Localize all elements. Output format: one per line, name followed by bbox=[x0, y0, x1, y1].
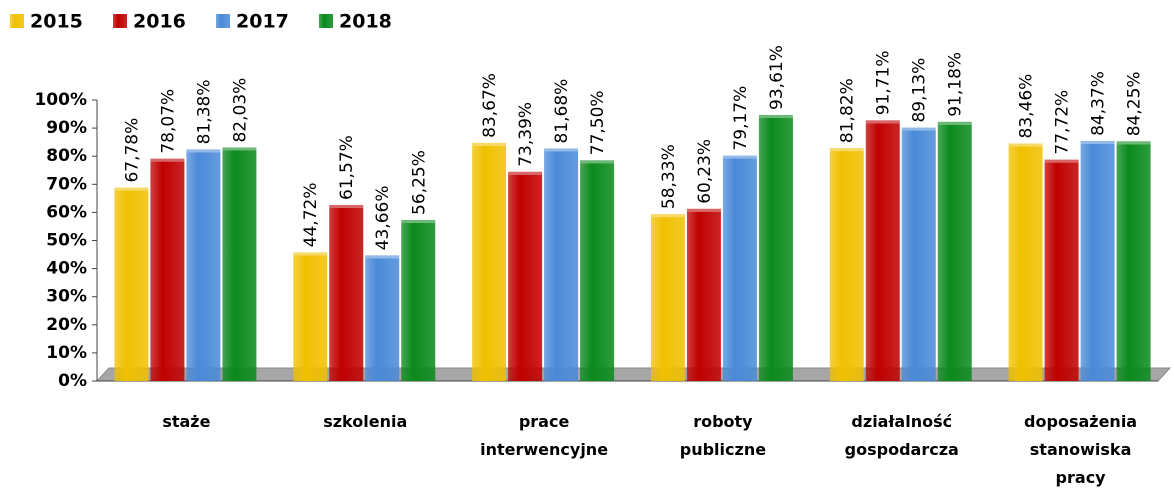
bar bbox=[650, 217, 685, 381]
bar bbox=[150, 161, 185, 381]
bar-top bbox=[472, 142, 507, 146]
y-tick-label: 90% bbox=[46, 118, 87, 138]
legend-swatch bbox=[319, 14, 333, 28]
legend-label: 2015 bbox=[30, 11, 83, 33]
bar-top bbox=[937, 121, 972, 125]
bar bbox=[186, 152, 221, 381]
bar bbox=[293, 255, 328, 381]
bar bbox=[508, 174, 543, 381]
data-label: 81,82% bbox=[838, 78, 858, 143]
bar bbox=[114, 190, 149, 381]
bar-top bbox=[222, 147, 257, 151]
bar bbox=[222, 150, 257, 381]
bar-top bbox=[865, 120, 900, 124]
data-label: 91,71% bbox=[874, 50, 894, 115]
data-label: 82,03% bbox=[230, 78, 250, 143]
bar bbox=[901, 130, 936, 381]
bar-top bbox=[293, 252, 328, 256]
x-tick-label: działalność gospodarcza bbox=[844, 412, 959, 459]
bar bbox=[758, 117, 793, 381]
bar-top bbox=[114, 187, 149, 191]
bar-top bbox=[150, 158, 185, 162]
x-tick-label: doposażenia stanowiska pracy bbox=[1024, 412, 1138, 487]
data-label: 79,17% bbox=[731, 86, 751, 151]
legend-label: 2016 bbox=[133, 11, 186, 33]
bar bbox=[472, 145, 507, 381]
bar bbox=[865, 123, 900, 382]
data-label: 83,67% bbox=[480, 73, 500, 138]
bar bbox=[829, 151, 864, 381]
bar-top bbox=[1116, 141, 1151, 145]
bar bbox=[1044, 162, 1079, 381]
bar-top bbox=[722, 155, 757, 159]
bar-top bbox=[580, 160, 615, 164]
bar-top bbox=[186, 149, 221, 153]
data-label: 77,50% bbox=[588, 90, 608, 155]
data-label: 43,66% bbox=[373, 185, 393, 250]
x-tick-label: staże bbox=[162, 412, 211, 431]
x-tick-label: roboty publiczne bbox=[679, 412, 767, 459]
y-tick-label: 70% bbox=[46, 174, 87, 194]
data-label: 78,07% bbox=[158, 89, 178, 154]
bar-top bbox=[1044, 159, 1079, 163]
bar-top bbox=[901, 127, 936, 131]
data-label: 44,72% bbox=[301, 183, 321, 248]
bar-top bbox=[650, 214, 685, 218]
bar bbox=[1116, 144, 1151, 381]
y-tick-label: 0% bbox=[58, 371, 87, 391]
bar-top bbox=[365, 255, 400, 259]
bar bbox=[1080, 143, 1115, 381]
data-label: 61,57% bbox=[337, 135, 357, 200]
bar bbox=[580, 163, 615, 381]
data-label: 60,23% bbox=[695, 139, 715, 204]
data-label: 84,37% bbox=[1089, 71, 1109, 136]
data-label: 89,13% bbox=[910, 58, 930, 123]
bar bbox=[722, 158, 757, 381]
y-tick-label: 40% bbox=[46, 259, 87, 279]
bar bbox=[401, 222, 436, 381]
data-label: 81,68% bbox=[552, 79, 572, 144]
y-tick-label: 50% bbox=[46, 231, 87, 251]
bar-top bbox=[1008, 143, 1043, 147]
bar bbox=[329, 207, 364, 381]
x-tick-label: prace interwencyjne bbox=[480, 412, 609, 459]
bar-top bbox=[329, 204, 364, 208]
bar-top bbox=[1080, 140, 1115, 144]
data-label: 91,18% bbox=[946, 52, 966, 117]
bar bbox=[544, 151, 579, 381]
bar-top bbox=[829, 148, 864, 152]
data-label: 81,38% bbox=[194, 79, 214, 144]
data-label: 93,61% bbox=[767, 45, 787, 110]
bar bbox=[365, 258, 400, 381]
y-tick-label: 30% bbox=[46, 287, 87, 307]
y-tick-label: 80% bbox=[46, 146, 87, 166]
y-tick-label: 100% bbox=[34, 90, 87, 110]
bar-top bbox=[544, 148, 579, 152]
bar bbox=[937, 124, 972, 381]
legend-swatch bbox=[216, 14, 230, 28]
bar bbox=[686, 211, 721, 381]
bar-top bbox=[401, 219, 436, 223]
legend-swatch bbox=[113, 14, 127, 28]
data-label: 56,25% bbox=[409, 150, 429, 215]
data-label: 73,39% bbox=[516, 102, 536, 167]
y-tick-label: 60% bbox=[46, 202, 87, 222]
legend-label: 2018 bbox=[339, 11, 392, 33]
y-tick-label: 20% bbox=[46, 315, 87, 335]
y-tick-label: 10% bbox=[46, 343, 87, 363]
bar-top bbox=[508, 171, 543, 175]
data-label: 58,33% bbox=[659, 144, 679, 209]
bar bbox=[1008, 146, 1043, 381]
bar-top bbox=[686, 208, 721, 212]
x-tick-label: szkolenia bbox=[323, 412, 408, 431]
legend-label: 2017 bbox=[236, 11, 289, 33]
bar-top bbox=[758, 114, 793, 118]
data-label: 83,46% bbox=[1017, 74, 1037, 139]
data-label: 77,72% bbox=[1053, 90, 1073, 155]
data-label: 67,78% bbox=[122, 118, 142, 183]
data-label: 84,25% bbox=[1125, 71, 1145, 136]
legend-swatch bbox=[10, 14, 24, 28]
